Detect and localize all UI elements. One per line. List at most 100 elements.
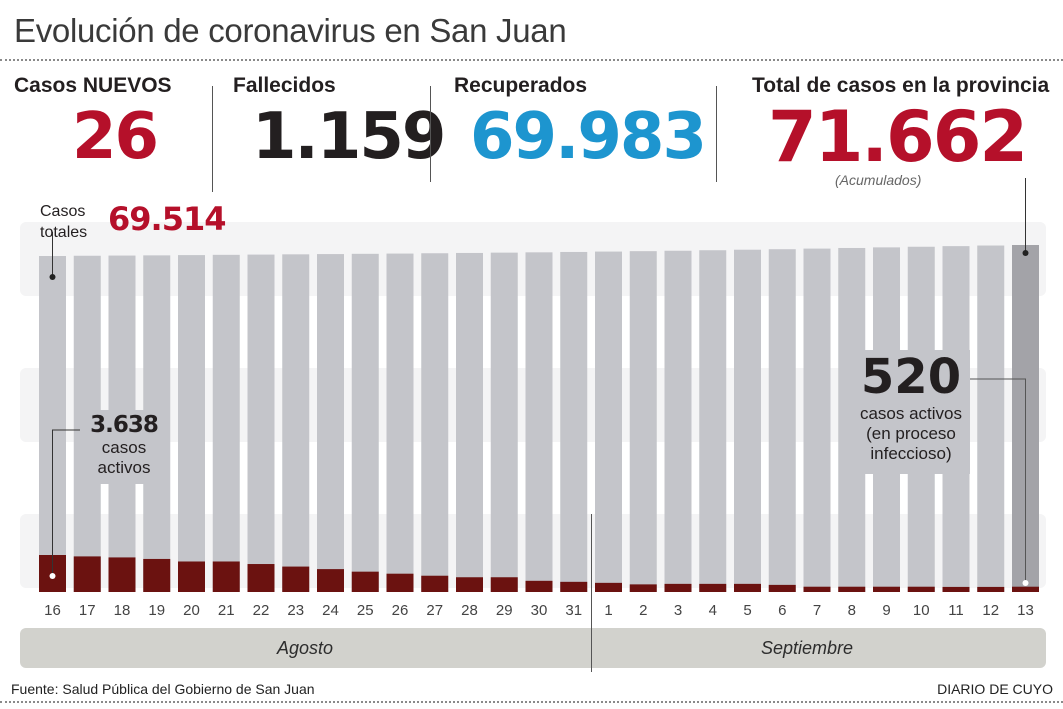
x-tick-label: 1 [604,602,612,619]
active-cases-bar [525,580,553,592]
x-tick-label: 3 [674,602,682,619]
month-label-septiembre: Septiembre [761,638,854,658]
active-cases-bar [212,561,240,592]
total-cases-bar [595,251,622,592]
x-tick-label: 2 [639,602,647,619]
active-cases-bar [942,586,970,592]
active-end-annotation: 520 casos activos (en proceso infeccioso… [852,350,970,474]
page-title: Evolución de coronavirus en San Juan [14,12,567,49]
total-cases-bar [386,253,414,592]
x-tick-label: 24 [322,602,339,619]
total-cases-bar [247,254,275,592]
total-cases-bar [421,253,449,592]
active-cases-bar [490,577,518,592]
active-start-annotation: 3.638 casos activos [82,410,166,484]
total-note: (Acumulados) [835,172,922,188]
x-tick-label: 9 [882,602,890,619]
total-cases-bar [490,252,518,592]
title-divider [0,59,1063,61]
x-tick-label: 22 [253,602,270,619]
total-cases-bar [664,250,692,593]
active-cases-bar [73,556,101,592]
active-cases-bar [560,581,588,592]
active-cases-bar [1012,586,1039,592]
x-tick-label: 30 [531,602,548,619]
total-cases-bar [560,251,588,592]
total-cases-bar [629,251,657,592]
total-cases-bar [212,254,240,592]
active-cases-bar [317,569,344,592]
x-tick-label: 16 [44,602,61,619]
x-tick-label: 20 [183,602,200,619]
total-cases-bar [699,250,727,592]
active-end-value: 520 [860,349,962,405]
footer-divider [0,701,1063,703]
month-label-agosto: Agosto [277,638,334,658]
total-start-label-line2: totales [40,224,88,241]
active-cases-bar [907,586,935,592]
active-cases-bar [699,583,727,592]
active-cases-bar [768,584,796,592]
x-tick-label: 6 [778,602,786,619]
x-tick-label: 29 [496,602,513,619]
brand-name: DIARIO DE CUYO [937,681,1053,697]
active-end-label-line1: casos activos [859,404,963,423]
active-cases-bar [351,571,379,592]
x-tick-label: 21 [218,602,235,619]
x-tick-label: 5 [743,602,751,619]
active-end-label-line3: infeccioso) [870,444,952,463]
total-cases-bar [178,255,205,592]
active-start-value: 3.638 [90,412,159,438]
active-end-leader [970,378,1026,582]
x-tick-label: 8 [848,602,856,619]
x-tick-label: 13 [1017,602,1034,619]
x-tick-label: 27 [426,602,443,619]
active-cases-bar [734,583,761,592]
active-cases-bar [247,564,275,592]
active-cases-bar [456,577,483,592]
active-end-label-line2: (en proceso [866,424,956,443]
total-start-label: Casos totales [40,201,87,243]
active-cases-bar [664,583,692,592]
x-tick-label: 7 [813,602,821,619]
total-cases-bar [282,254,310,592]
active-cases-bar [873,586,900,592]
x-tick-label: 23 [287,602,304,619]
total-cases-bar [317,254,344,592]
kpi-separator [430,86,431,182]
total-start-dot [49,274,56,280]
month-divider [591,514,592,672]
total-cases-bar [977,245,1005,592]
active-start-label-line1: casos [101,438,147,457]
deaths-value: 1.159 [252,100,446,174]
active-cases-bar [178,561,205,592]
active-start-label-line2: activos [97,458,151,477]
month-axis-band [20,628,1046,668]
kpi-separator [716,86,717,182]
x-tick-label: 17 [79,602,96,619]
x-tick-label: 31 [565,602,582,619]
total-end-dot [1022,250,1029,256]
x-tick-label: 28 [461,602,478,619]
total-label: Total de casos en la provincia [752,74,1050,97]
active-cases-bar [143,558,171,592]
x-tick-label: 10 [913,602,930,619]
x-tick-label: 12 [982,602,999,619]
total-start-value: 69.514 [108,200,226,238]
active-cases-bar [386,573,414,592]
deaths-label: Fallecidos [233,74,336,97]
recovered-label: Recuperados [454,74,588,97]
active-start-dot [49,573,56,579]
total-value: 71.662 [768,96,1028,178]
x-tick-label: 4 [709,602,717,619]
new-cases-value: 26 [72,100,159,174]
total-start-label-line1: Casos [40,203,86,220]
total-cases-bar [525,252,553,593]
total-cases-bar [351,253,379,593]
x-tick-label: 25 [357,602,374,619]
total-cases-bar [456,252,483,592]
kpi-separator [212,86,213,192]
active-cases-bar [421,575,449,592]
total-cases-bar [734,249,761,592]
